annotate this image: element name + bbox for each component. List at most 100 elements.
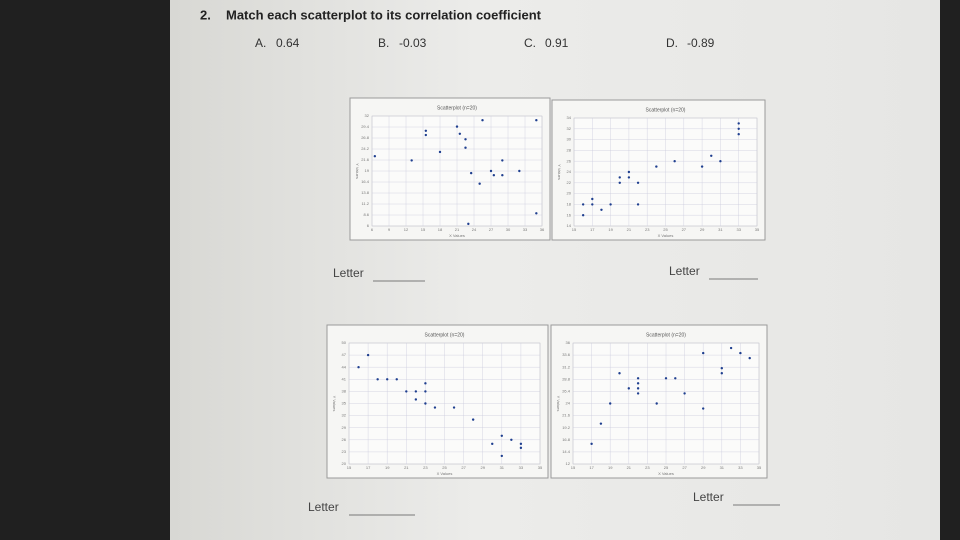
x-tick-label: 35 xyxy=(755,227,760,232)
scatter-point xyxy=(618,181,621,184)
scatter-point xyxy=(424,382,427,385)
x-tick-label: 25 xyxy=(663,227,668,232)
option-value: -0.89 xyxy=(687,36,715,50)
scatter-point xyxy=(591,203,594,206)
scatter-point xyxy=(581,214,585,217)
scatter-point xyxy=(737,127,740,130)
scatter-point xyxy=(702,407,705,410)
scatter-point xyxy=(478,182,481,185)
y-tick-label: 26 xyxy=(567,158,572,163)
scatter-point xyxy=(386,378,389,381)
x-tick-label: 23 xyxy=(645,227,650,232)
scatter-point xyxy=(719,160,722,163)
x-tick-label: 31 xyxy=(718,227,723,232)
x-axis-label: X Values xyxy=(437,471,453,476)
scatter-point xyxy=(410,159,413,162)
scatter-point xyxy=(471,418,475,421)
scatter-point xyxy=(452,406,456,409)
x-tick-label: 15 xyxy=(347,465,352,470)
y-tick-label: 30 xyxy=(567,137,572,142)
y-tick-label: 47 xyxy=(342,352,347,357)
scatter-point xyxy=(519,446,523,450)
x-tick-label: 24 xyxy=(472,227,477,232)
x-axis-label: X Values xyxy=(658,233,674,238)
scatter-point xyxy=(424,390,427,393)
x-tick-label: 9 xyxy=(388,227,391,232)
x-tick-label: 29 xyxy=(480,465,485,470)
x-tick-label: 12 xyxy=(404,227,409,232)
scatter-point xyxy=(702,351,705,355)
option-letter: B. xyxy=(378,36,389,50)
scatter-point xyxy=(674,377,677,380)
x-tick-label: 19 xyxy=(608,227,613,232)
scatter-point xyxy=(464,138,467,141)
y-tick-label: 33.6 xyxy=(562,352,571,357)
scatter-point xyxy=(590,442,593,446)
x-tick-label: 21 xyxy=(627,465,632,470)
option-letter: D. xyxy=(666,36,678,50)
y-tick-label: 16.4 xyxy=(361,179,370,184)
scatter-point xyxy=(519,442,523,446)
scatter-point xyxy=(710,154,713,157)
y-tick-label: 38 xyxy=(342,388,347,393)
y-tick-label: 32 xyxy=(342,413,347,418)
scatter-point xyxy=(618,372,621,375)
y-tick-label: 29 xyxy=(342,425,347,430)
scatter-point xyxy=(748,356,751,360)
y-tick-label: 22 xyxy=(567,180,572,185)
scatter-point xyxy=(467,222,470,226)
y-axis-label: Y Values xyxy=(557,164,562,180)
x-tick-label: 27 xyxy=(489,227,494,232)
scatter-point xyxy=(395,378,398,381)
x-tick-label: 25 xyxy=(442,465,447,470)
y-tick-label: 19 xyxy=(365,168,370,173)
scatter-point xyxy=(664,377,668,380)
y-tick-label: 26 xyxy=(342,437,347,442)
y-tick-label: 20 xyxy=(567,191,572,196)
scatter-point xyxy=(458,132,462,135)
scatter-point xyxy=(491,442,494,446)
x-tick-label: 19 xyxy=(385,465,390,470)
letter-label: Letter xyxy=(669,264,700,278)
scatter-point xyxy=(737,122,740,125)
scatter-point xyxy=(414,390,418,393)
y-tick-label: 8.6 xyxy=(363,212,369,217)
scatter-point xyxy=(501,159,504,162)
scatter-point xyxy=(739,351,742,355)
plot-title: Scatterplot (n=20) xyxy=(425,332,465,338)
scatter-point xyxy=(376,378,379,381)
scatter-point xyxy=(627,176,631,179)
question-text: Match each scatterplot to its correlatio… xyxy=(226,7,542,22)
plot-title: Scatterplot (n=20) xyxy=(646,332,686,338)
scatter-point xyxy=(366,353,370,357)
y-tick-label: 18 xyxy=(567,201,572,206)
y-tick-label: 34 xyxy=(567,115,572,120)
scatter-point xyxy=(464,146,467,149)
option-value: 0.64 xyxy=(276,36,300,50)
scatter-point xyxy=(636,181,640,184)
y-tick-label: 21.6 xyxy=(562,413,571,418)
question-number: 2. xyxy=(200,7,211,22)
x-tick-label: 17 xyxy=(366,465,371,470)
x-tick-label: 27 xyxy=(461,465,466,470)
scatter-point xyxy=(683,392,686,395)
scatter-point xyxy=(469,171,473,175)
x-tick-label: 27 xyxy=(682,465,687,470)
scatter-point xyxy=(600,208,603,211)
y-tick-label: 19.2 xyxy=(562,425,571,430)
y-tick-label: 16 xyxy=(567,212,572,217)
scatter-point xyxy=(424,402,427,405)
plot-title: Scatterplot (n=20) xyxy=(646,107,686,113)
y-axis-label: Y Values xyxy=(556,396,561,412)
y-axis-label: Y Values xyxy=(332,396,337,412)
x-tick-label: 31 xyxy=(720,465,725,470)
y-tick-label: 28.8 xyxy=(562,376,571,381)
scatter-point xyxy=(489,169,493,173)
x-tick-label: 21 xyxy=(627,227,632,232)
x-tick-label: 31 xyxy=(500,465,505,470)
y-tick-label: 24 xyxy=(566,401,571,406)
x-tick-label: 29 xyxy=(701,465,706,470)
x-tick-label: 15 xyxy=(571,465,576,470)
y-tick-label: 23 xyxy=(342,449,347,454)
